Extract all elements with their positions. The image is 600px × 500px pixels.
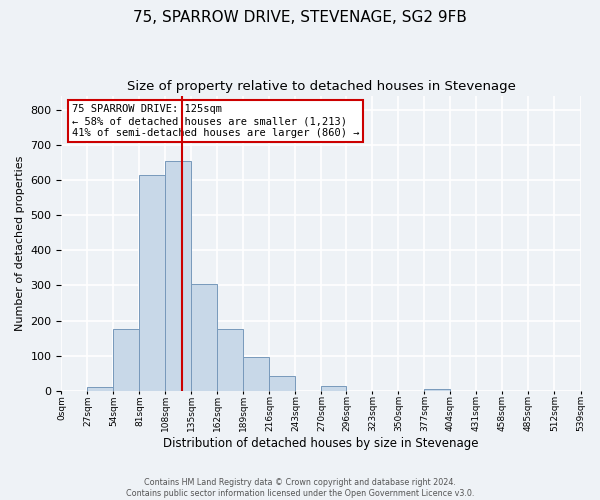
Bar [191, 284, 217, 391]
Bar [113, 330, 139, 391]
Text: 75 SPARROW DRIVE: 125sqm
← 58% of detached houses are smaller (1,213)
41% of sem: 75 SPARROW DRIVE: 125sqm ← 58% of detach… [72, 104, 359, 138]
Bar [244, 357, 269, 391]
Bar [269, 376, 295, 391]
Bar [217, 330, 244, 391]
Bar [166, 160, 191, 391]
Bar [322, 386, 346, 391]
X-axis label: Distribution of detached houses by size in Stevenage: Distribution of detached houses by size … [163, 437, 479, 450]
Title: Size of property relative to detached houses in Stevenage: Size of property relative to detached ho… [127, 80, 515, 93]
Text: 75, SPARROW DRIVE, STEVENAGE, SG2 9FB: 75, SPARROW DRIVE, STEVENAGE, SG2 9FB [133, 10, 467, 25]
Bar [88, 388, 113, 391]
Bar [424, 389, 451, 391]
Bar [139, 174, 166, 391]
Y-axis label: Number of detached properties: Number of detached properties [15, 156, 25, 331]
Text: Contains HM Land Registry data © Crown copyright and database right 2024.
Contai: Contains HM Land Registry data © Crown c… [126, 478, 474, 498]
